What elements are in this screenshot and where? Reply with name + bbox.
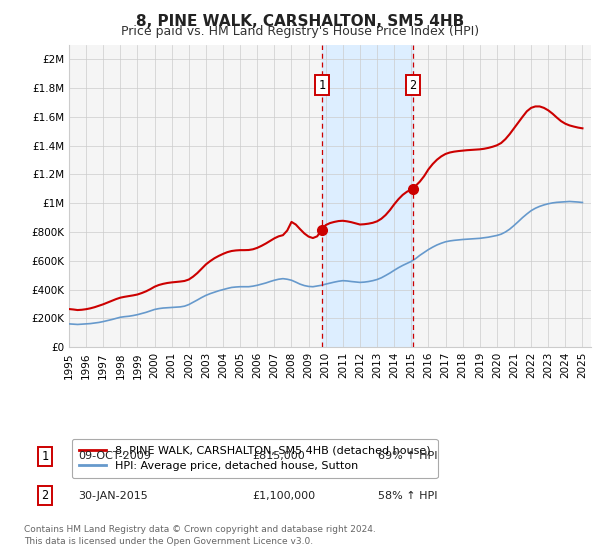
Text: £1,100,000: £1,100,000 (252, 491, 315, 501)
Bar (322, 45, 413, 347)
Legend: 8, PINE WALK, CARSHALTON, SM5 4HB (detached house), HPI: Average price, detached: 8, PINE WALK, CARSHALTON, SM5 4HB (detac… (72, 439, 437, 478)
Text: 69% ↑ HPI: 69% ↑ HPI (378, 451, 437, 461)
Text: 8, PINE WALK, CARSHALTON, SM5 4HB: 8, PINE WALK, CARSHALTON, SM5 4HB (136, 14, 464, 29)
Text: 2: 2 (41, 489, 49, 502)
Text: 09-OCT-2009: 09-OCT-2009 (78, 451, 151, 461)
Text: 30-JAN-2015: 30-JAN-2015 (78, 491, 148, 501)
Text: Contains HM Land Registry data © Crown copyright and database right 2024.
This d: Contains HM Land Registry data © Crown c… (24, 525, 376, 546)
Text: 1: 1 (318, 78, 325, 92)
Text: 2: 2 (409, 78, 416, 92)
Text: 1: 1 (41, 450, 49, 463)
Text: Price paid vs. HM Land Registry's House Price Index (HPI): Price paid vs. HM Land Registry's House … (121, 25, 479, 38)
Text: £815,000: £815,000 (252, 451, 305, 461)
Text: 58% ↑ HPI: 58% ↑ HPI (378, 491, 437, 501)
